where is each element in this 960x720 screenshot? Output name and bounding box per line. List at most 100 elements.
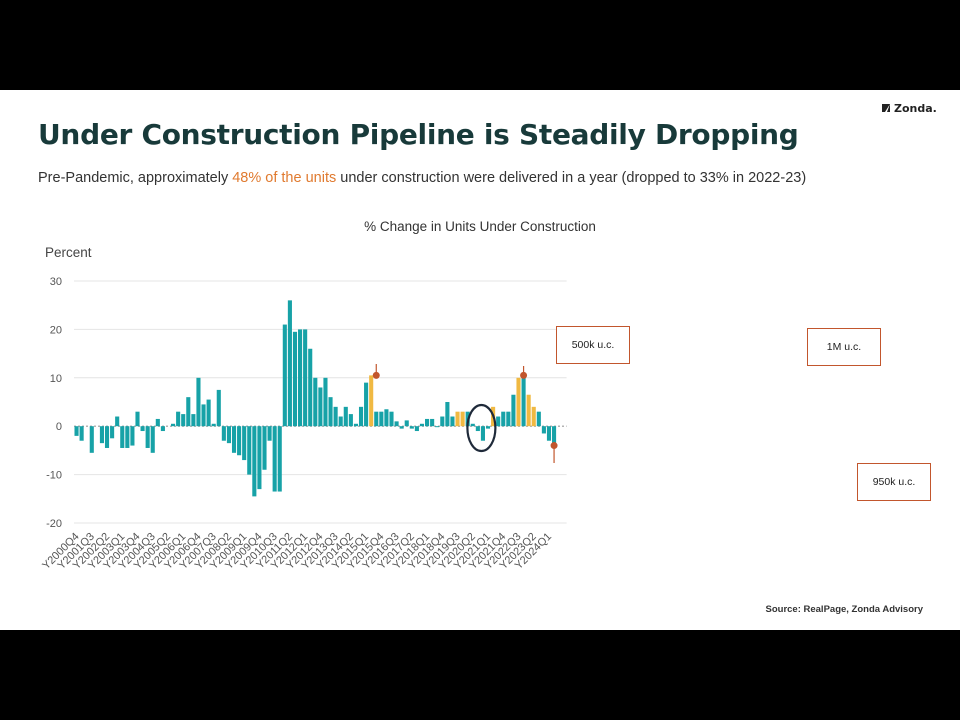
bar [552, 426, 557, 446]
bar [536, 411, 541, 427]
zonda-logo: Zonda. [882, 102, 937, 115]
bar [130, 426, 135, 446]
source-note: Source: RealPage, Zonda Advisory [765, 604, 924, 615]
bar [394, 421, 399, 427]
bar [171, 423, 176, 427]
bar [110, 426, 115, 439]
bar [338, 416, 343, 427]
bar [364, 382, 369, 427]
highlight-circle [466, 403, 497, 453]
bar [206, 399, 211, 427]
y-axis-label: Percent [45, 245, 92, 260]
bar [485, 426, 491, 429]
bar [506, 411, 511, 427]
bar [252, 426, 257, 497]
bar [282, 324, 287, 427]
bar [99, 426, 104, 444]
zonda-mark-icon [882, 104, 890, 112]
bar [303, 329, 308, 427]
bar [496, 416, 501, 427]
bar [155, 418, 160, 427]
bar [125, 426, 130, 448]
callout-dot [550, 442, 558, 450]
subtitle-highlight: 48% of the units [232, 170, 337, 186]
bar [425, 418, 430, 427]
callout-box: 950k u.c. [857, 463, 931, 501]
bar [546, 426, 552, 441]
bar [526, 394, 531, 427]
bar [74, 426, 79, 436]
bar [399, 426, 404, 429]
bar [150, 426, 155, 453]
slide: Zonda. Under Construction Pipeline is St… [0, 90, 960, 630]
y-tick-label: 10 [50, 373, 62, 385]
bar [298, 329, 303, 427]
callout-box: 1M u.c. [807, 328, 881, 366]
bar [257, 426, 262, 490]
bar [140, 426, 145, 432]
bar [430, 418, 435, 427]
bar [323, 377, 328, 427]
bar [272, 426, 277, 492]
bar [211, 423, 216, 427]
bar [455, 411, 460, 427]
bar [292, 331, 298, 427]
bar [358, 406, 364, 427]
bar [353, 423, 358, 427]
page-title: Under Construction Pipeline is Steadily … [38, 118, 799, 151]
bar [89, 426, 94, 453]
bar [379, 411, 384, 427]
bar [318, 387, 323, 427]
bar [531, 406, 536, 427]
bar [521, 375, 526, 427]
bar [343, 406, 348, 427]
bar [79, 426, 84, 441]
bar [404, 420, 409, 427]
bar [419, 423, 425, 427]
bar [435, 426, 440, 428]
bar [191, 414, 196, 427]
bar [511, 394, 516, 427]
bar [516, 377, 521, 427]
bar [384, 409, 389, 427]
bar [160, 426, 165, 432]
bar [135, 411, 140, 427]
bar [501, 411, 506, 427]
bar [287, 300, 292, 427]
bar [440, 416, 445, 427]
bar [221, 426, 226, 441]
bar [216, 389, 221, 427]
bar [475, 426, 480, 432]
bar [308, 348, 313, 427]
bar [145, 426, 150, 448]
bar [115, 416, 120, 427]
bar [186, 397, 191, 427]
bar [262, 426, 267, 470]
bar [348, 414, 353, 427]
bar [277, 426, 282, 492]
bar [450, 416, 455, 427]
bar [267, 426, 272, 441]
bar [196, 377, 201, 427]
bar [104, 426, 110, 448]
bar [313, 377, 318, 427]
callout-dot [520, 371, 528, 379]
y-tick-label: -10 [46, 470, 62, 482]
bar [374, 411, 379, 427]
bar [176, 411, 181, 427]
bar [247, 426, 252, 475]
bar [480, 426, 485, 441]
logo-text: Zonda. [894, 102, 937, 115]
bar [231, 426, 237, 453]
bar [409, 426, 414, 429]
bar [120, 426, 125, 448]
bar [445, 402, 450, 427]
bar [470, 423, 475, 427]
bar [460, 411, 465, 427]
y-tick-label: -20 [46, 518, 62, 530]
bar [389, 411, 394, 427]
bar [237, 426, 242, 456]
bar [201, 404, 206, 427]
bar [226, 426, 231, 444]
y-tick-label: 30 [50, 276, 62, 288]
